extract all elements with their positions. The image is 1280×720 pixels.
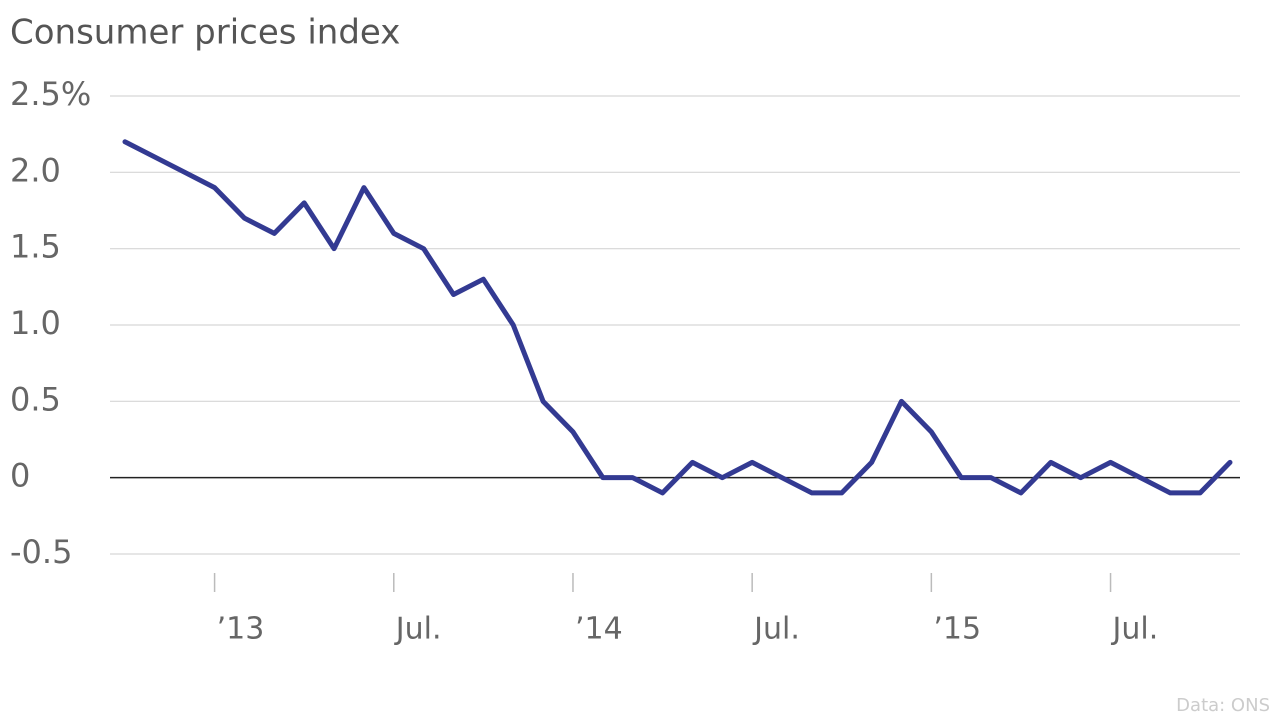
chart-title: Consumer prices index xyxy=(10,13,400,53)
x-tick-label: Jul. xyxy=(752,612,800,647)
y-tick-label: 1.5 xyxy=(10,228,61,266)
y-tick-label: 2.5% xyxy=(10,75,91,113)
x-tick-label: Jul. xyxy=(394,612,442,647)
x-tick-label: Jul. xyxy=(1111,612,1159,647)
source: Data: ONS xyxy=(1176,695,1270,716)
series-line xyxy=(122,139,1233,496)
x-tick-label: ’13 xyxy=(217,612,265,647)
y-tick-label: -0.5 xyxy=(10,533,72,571)
y-tick-label: 2.0 xyxy=(10,151,61,189)
x-tick-label: ’15 xyxy=(933,612,981,647)
y-tick-label: 1.0 xyxy=(10,304,61,342)
y-tick-label: 0.5 xyxy=(10,380,61,418)
x-tick-label: ’14 xyxy=(575,612,623,647)
y-tick-label: 0 xyxy=(10,457,30,495)
